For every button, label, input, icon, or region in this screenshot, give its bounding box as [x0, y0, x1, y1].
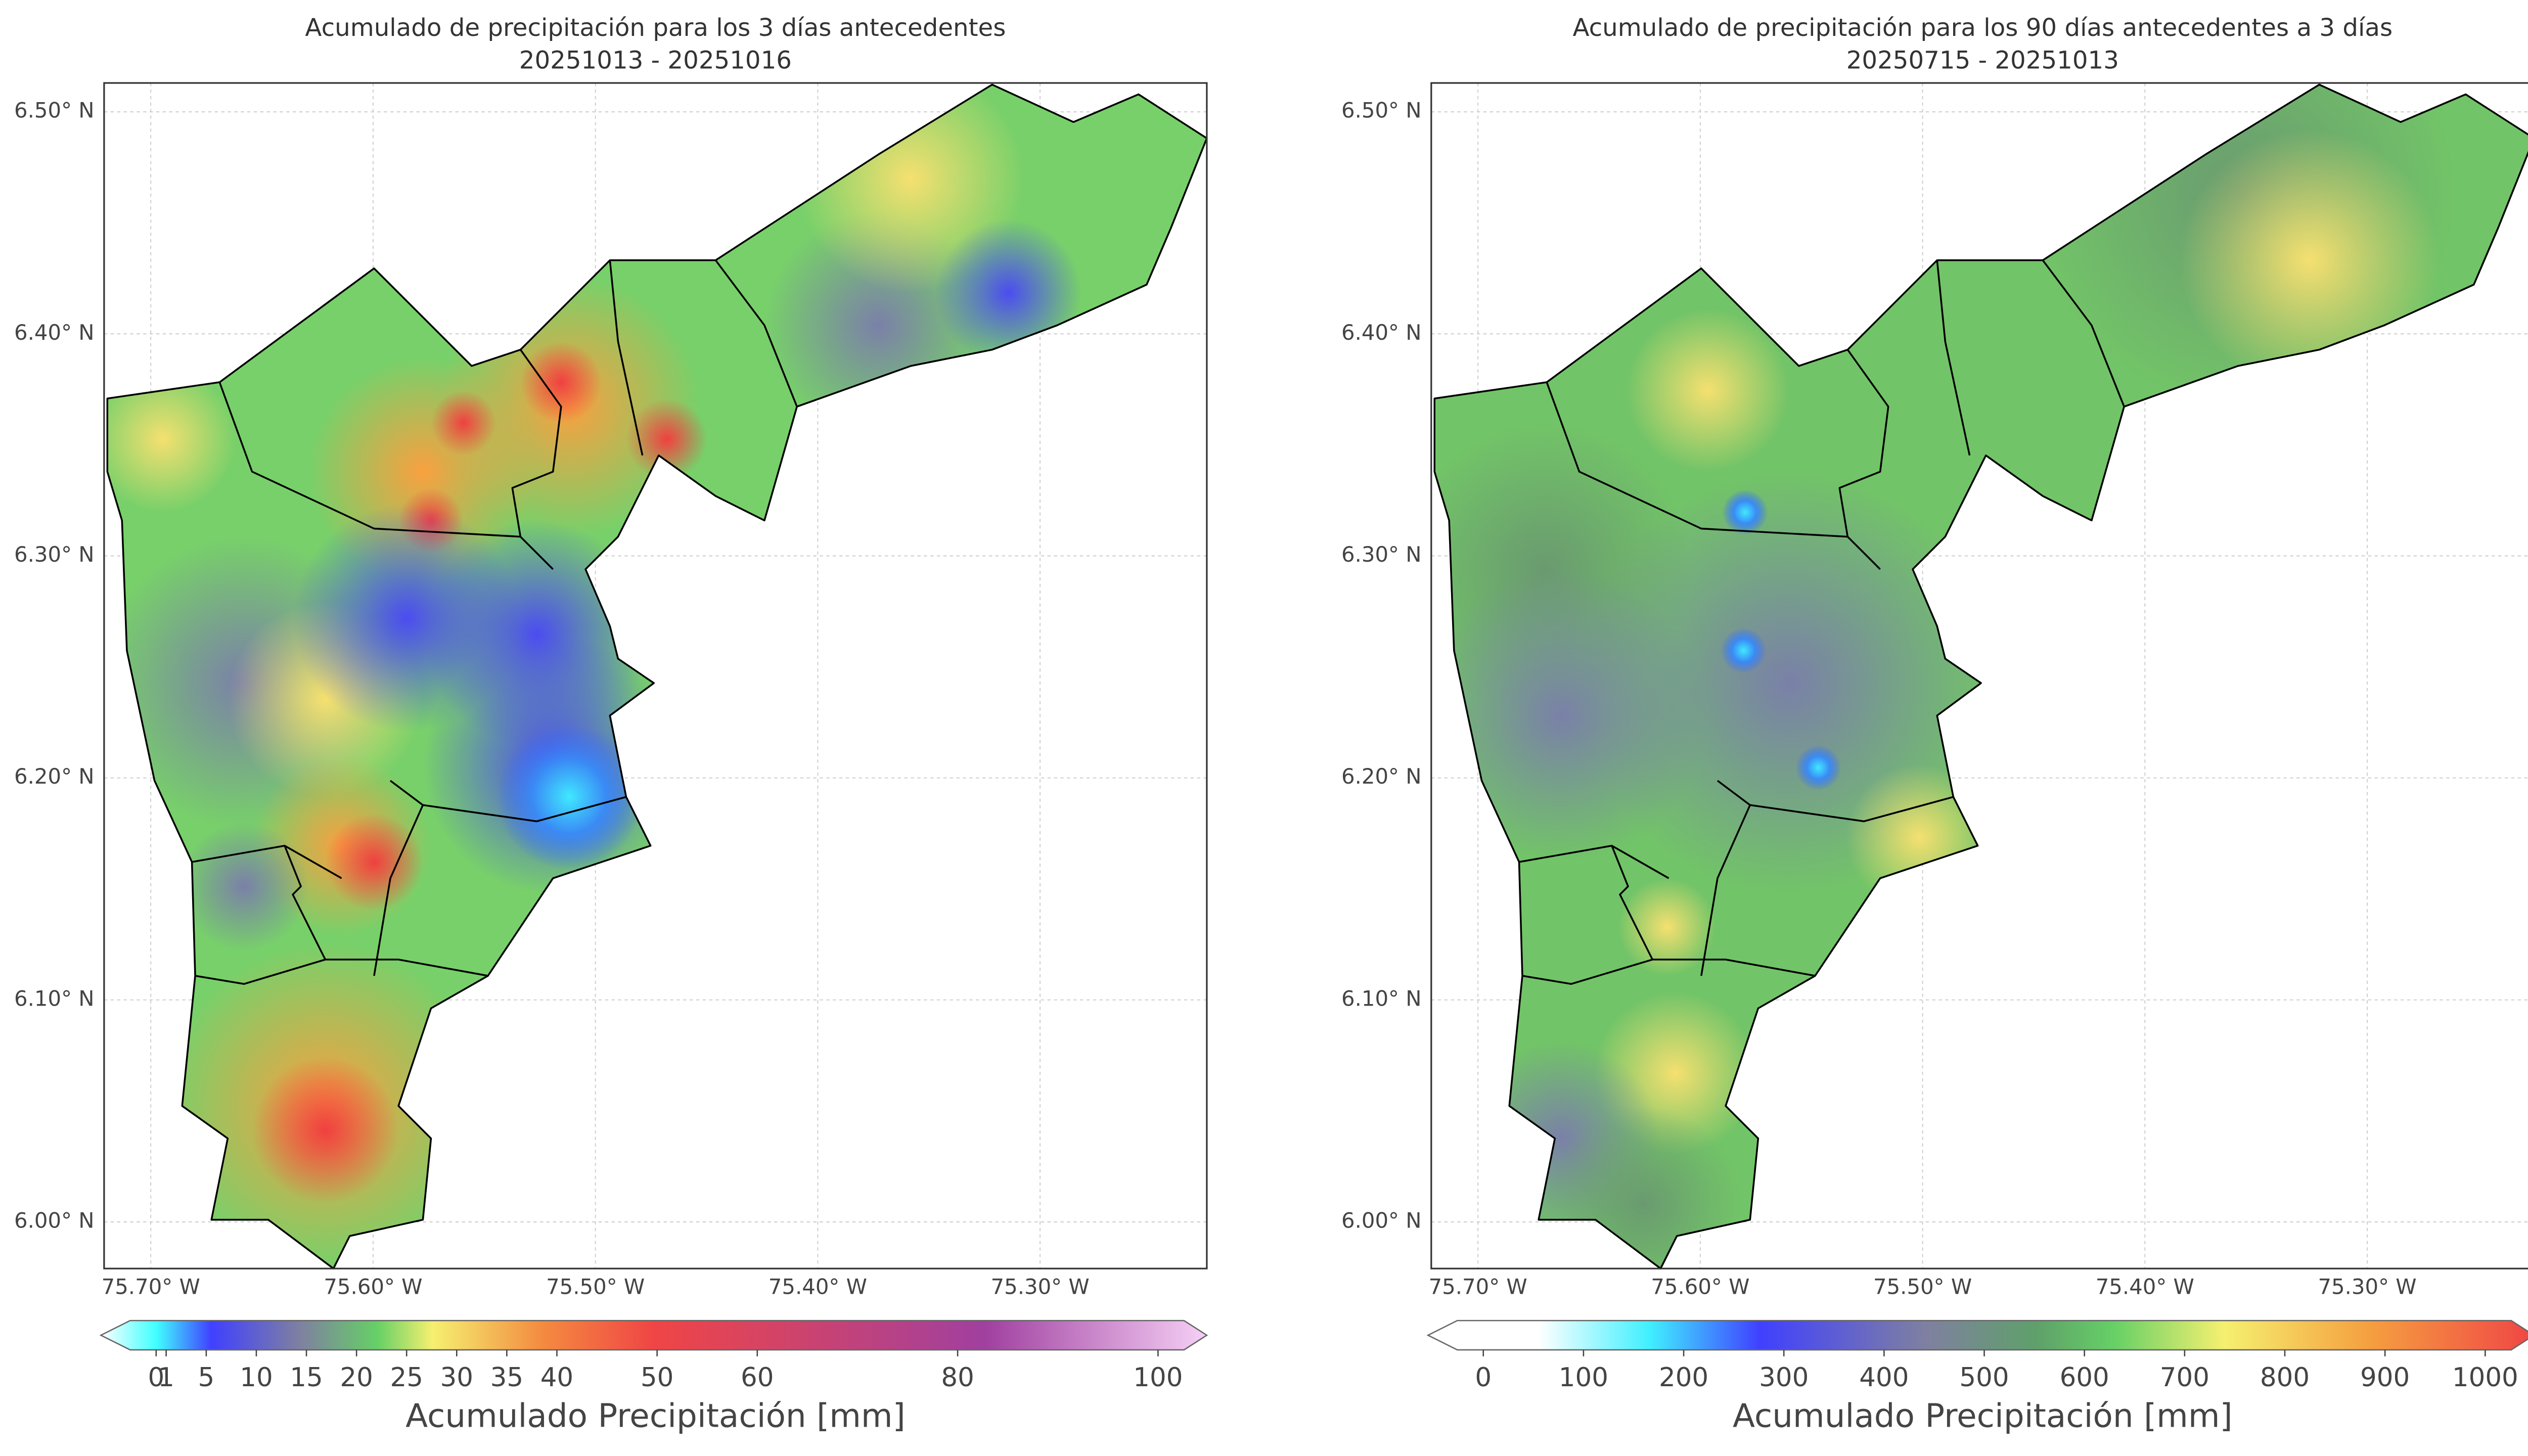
- y-tick-label: 6.40° N: [1341, 320, 1422, 345]
- colorbar-label: Acumulado Precipitación [mm]: [1733, 1397, 2233, 1435]
- x-tick-label: 75.60° W: [1651, 1274, 1749, 1299]
- y-tick-label: 6.00° N: [1341, 1208, 1422, 1233]
- colorbar-tick-label: 20: [340, 1362, 373, 1393]
- colorbar: [99, 1320, 1208, 1351]
- map-title: Acumulado de precipitación para los 3 dí…: [305, 14, 1006, 42]
- colorbar-tick-label: 1000: [2452, 1362, 2518, 1393]
- map-frame: [103, 82, 1208, 1269]
- colorbar-tick-label: 50: [641, 1362, 673, 1393]
- y-tick-label: 6.50° N: [1341, 98, 1422, 123]
- colorbar-tick-label: 400: [1859, 1362, 1909, 1393]
- colorbar-tick-label: 60: [741, 1362, 774, 1393]
- colorbar-tick-label: 35: [490, 1362, 523, 1393]
- map-subtitle: 20250715 - 20251013: [1846, 46, 2119, 74]
- y-tick-label: 6.20° N: [1341, 764, 1422, 789]
- colorbar-tick-label: 40: [540, 1362, 573, 1393]
- colorbar-tick-label: 600: [2060, 1362, 2109, 1393]
- x-tick-label: 75.30° W: [991, 1274, 1090, 1299]
- boundary: [1433, 83, 2528, 1269]
- colorbar: [1426, 1320, 2528, 1351]
- colorbar-tick-label: 30: [440, 1362, 473, 1393]
- colorbar-tick-label: 0: [1475, 1362, 1492, 1393]
- colorbar-tick-label: 100: [1133, 1362, 1183, 1393]
- colorbar-tick-label: 200: [1659, 1362, 1708, 1393]
- boundary: [106, 83, 1208, 1269]
- colorbar-tick-label: 15: [290, 1362, 323, 1393]
- colorbar-tick-label: 0: [148, 1362, 164, 1393]
- x-tick-label: 75.70° W: [1429, 1274, 1527, 1299]
- x-tick-label: 75.60° W: [324, 1274, 422, 1299]
- y-tick-label: 6.20° N: [14, 764, 95, 789]
- map-subtitle: 20251013 - 20251016: [519, 46, 792, 74]
- colorbar-tick-label: 80: [941, 1362, 974, 1393]
- colorbar-tick-label: 5: [198, 1362, 215, 1393]
- y-tick-label: 6.10° N: [14, 986, 95, 1011]
- x-tick-label: 75.50° W: [546, 1274, 645, 1299]
- colorbar-tick-label: 1: [158, 1362, 174, 1393]
- x-tick-label: 75.40° W: [769, 1274, 867, 1299]
- x-tick-label: 75.50° W: [1873, 1274, 1972, 1299]
- y-tick-label: 6.50° N: [14, 98, 95, 123]
- y-tick-label: 6.40° N: [14, 320, 95, 345]
- map-title: Acumulado de precipitación para los 90 d…: [1573, 14, 2393, 42]
- y-tick-label: 6.30° N: [1341, 542, 1422, 567]
- colorbar-tick-label: 100: [1559, 1362, 1608, 1393]
- y-tick-label: 6.30° N: [14, 542, 95, 567]
- colorbar-tick-label: 500: [1959, 1362, 2009, 1393]
- colorbar-label: Acumulado Precipitación [mm]: [405, 1397, 906, 1435]
- colorbar-tick-label: 800: [2260, 1362, 2310, 1393]
- x-tick-label: 75.40° W: [2096, 1274, 2194, 1299]
- map-frame: [1430, 82, 2528, 1269]
- colorbar-tick-label: 700: [2160, 1362, 2209, 1393]
- x-tick-label: 75.70° W: [102, 1274, 200, 1299]
- precip-field: [107, 84, 1207, 1269]
- colorbar-tick-label: 10: [240, 1362, 273, 1393]
- y-tick-label: 6.00° N: [14, 1208, 95, 1233]
- colorbar-tick-label: 900: [2360, 1362, 2410, 1393]
- colorbar-tick-label: 300: [1759, 1362, 1809, 1393]
- colorbar-tick-label: 25: [390, 1362, 423, 1393]
- y-tick-label: 6.10° N: [1341, 986, 1422, 1011]
- x-tick-label: 75.30° W: [2318, 1274, 2416, 1299]
- precip-field: [1434, 84, 2528, 1269]
